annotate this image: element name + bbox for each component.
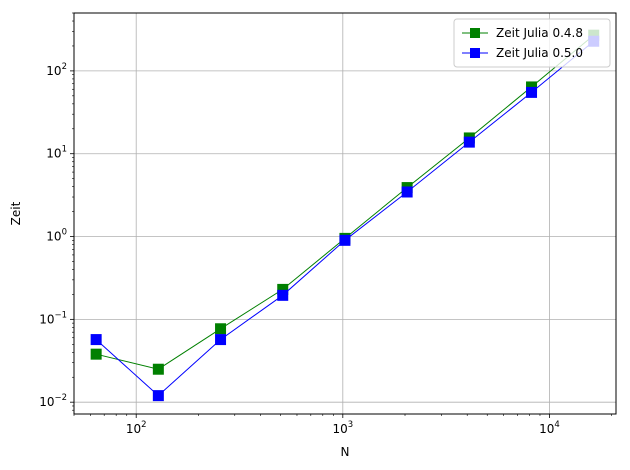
data-point	[215, 334, 227, 346]
y-tick-label: 10−1	[39, 310, 67, 326]
data-point	[90, 334, 102, 346]
legend-label: Zeit Julia 0.5.0	[496, 46, 583, 60]
series-2	[90, 35, 600, 402]
y-tick-label: 102	[46, 62, 67, 78]
y-tick-label: 10−2	[39, 393, 67, 409]
legend-marker	[470, 48, 480, 58]
legend-item: Zeit Julia 0.5.0	[462, 46, 583, 60]
series-layer	[90, 29, 600, 402]
data-point	[526, 86, 538, 98]
y-tick-label: 101	[46, 145, 67, 161]
data-point	[277, 289, 289, 301]
x-tick-label: 104	[539, 420, 560, 436]
y-axis-label: Zeit	[9, 201, 23, 225]
legend: Zeit Julia 0.4.8 Zeit Julia 0.5.0	[453, 18, 611, 68]
y-tick-label: 100	[46, 228, 67, 244]
data-point	[152, 390, 164, 402]
x-axis-label: N	[341, 445, 350, 459]
x-tick-label: 103	[332, 420, 353, 436]
data-point	[90, 348, 102, 360]
series-line	[95, 40, 595, 397]
ticks: 102 103 104 10−2 10−1 100 101 102	[39, 12, 612, 436]
x-tick-label: 102	[126, 420, 147, 436]
data-point	[152, 363, 164, 375]
legend-label: Zeit Julia 0.4.8	[496, 26, 583, 40]
data-point	[215, 323, 227, 335]
data-point	[339, 234, 351, 246]
legend-box	[453, 18, 611, 68]
legend-marker	[470, 28, 480, 38]
data-point	[463, 136, 475, 148]
data-point	[401, 186, 413, 198]
legend-item: Zeit Julia 0.4.8	[462, 26, 583, 40]
grid	[74, 13, 616, 414]
plot-frame	[73, 12, 617, 415]
series-1	[90, 29, 600, 375]
